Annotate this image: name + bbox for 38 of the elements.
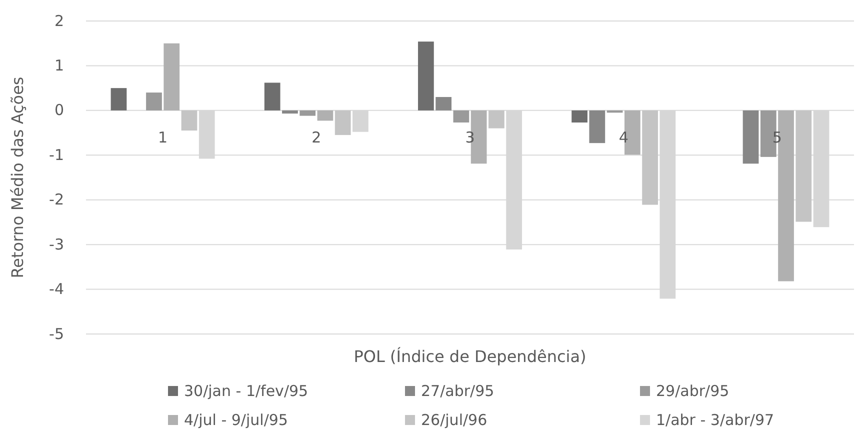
bar: [110, 88, 127, 110]
y-tick-label: -2: [49, 190, 64, 209]
x-axis-title: POL (Índice de Dependência): [354, 347, 586, 366]
legend-label: 1/abr - 3/abr/97: [656, 411, 774, 429]
bar: [436, 97, 452, 110]
x-tick-label: 2: [312, 128, 322, 146]
bar: [572, 110, 588, 122]
bar: [796, 110, 812, 222]
x-tick-label: 1: [158, 128, 168, 146]
x-tick-label: 3: [465, 128, 475, 146]
bar: [418, 42, 434, 110]
y-tick-label: -1: [49, 146, 64, 164]
bar: [164, 43, 180, 110]
bar: [589, 110, 606, 144]
y-tick-label: -4: [49, 280, 64, 298]
y-tick-label: 0: [54, 101, 64, 120]
bar: [334, 110, 351, 136]
bar: [742, 110, 759, 164]
bar: [264, 82, 280, 110]
y-axis-title: Retorno Médio das Ações: [8, 76, 27, 278]
y-tick-label: -3: [49, 235, 64, 254]
bar: [300, 110, 316, 116]
bar: [488, 110, 504, 128]
legend-label: 30/jan - 1/fev/95: [184, 382, 308, 400]
x-tick-label: 4: [618, 128, 628, 146]
bar: [317, 110, 334, 121]
y-tick-label: 1: [54, 56, 64, 75]
legend-label: 4/jul - 9/jul/95: [184, 411, 288, 429]
bar: [453, 110, 470, 122]
bar: [146, 92, 162, 110]
legend-label: 27/abr/95: [421, 382, 494, 400]
legend-label: 26/jul/96: [421, 411, 488, 429]
legend-label: 29/abr/95: [656, 382, 730, 400]
y-tick-label: 2: [54, 12, 64, 30]
bar: [282, 110, 298, 114]
bar: [642, 110, 658, 205]
y-tick-label: -5: [49, 324, 64, 343]
bar: [181, 110, 198, 131]
